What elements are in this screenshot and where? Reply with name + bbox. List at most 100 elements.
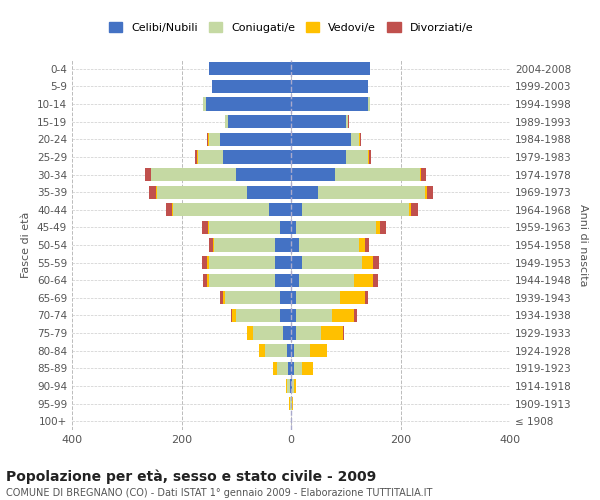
Bar xyxy=(226,115,228,128)
Bar xyxy=(291,221,296,234)
Bar xyxy=(319,186,425,198)
Bar xyxy=(291,80,368,93)
Bar xyxy=(373,274,377,287)
Bar xyxy=(280,291,291,304)
Bar xyxy=(223,150,291,164)
Bar xyxy=(291,168,335,181)
Bar xyxy=(288,362,291,375)
Bar xyxy=(259,344,265,358)
Bar xyxy=(236,168,291,181)
Bar xyxy=(346,115,349,128)
Bar xyxy=(213,238,214,252)
Bar xyxy=(194,150,197,164)
Bar xyxy=(209,238,213,252)
Bar xyxy=(247,326,253,340)
Bar xyxy=(291,362,294,375)
Bar xyxy=(427,186,433,198)
Bar xyxy=(287,380,290,392)
Bar xyxy=(283,326,291,340)
Bar xyxy=(296,309,332,322)
Bar xyxy=(247,186,291,198)
Bar xyxy=(291,256,302,269)
Bar xyxy=(291,186,319,198)
Bar xyxy=(294,362,302,375)
Bar xyxy=(294,380,296,392)
Bar xyxy=(368,150,369,164)
Bar xyxy=(296,326,321,340)
Bar xyxy=(291,309,296,322)
Bar xyxy=(368,98,370,110)
Bar xyxy=(373,256,379,269)
Bar xyxy=(228,115,291,128)
Bar xyxy=(419,168,421,181)
Bar xyxy=(335,168,419,181)
Bar xyxy=(202,256,207,269)
Bar xyxy=(214,238,275,252)
Legend: Celibi/Nubili, Coniugati/e, Vedovi/e, Divorziati/e: Celibi/Nubili, Coniugati/e, Vedovi/e, Di… xyxy=(104,18,478,37)
Bar xyxy=(291,326,296,340)
Bar xyxy=(376,221,380,234)
Bar xyxy=(207,274,209,287)
Bar xyxy=(287,344,291,358)
Bar xyxy=(294,344,310,358)
Bar xyxy=(156,186,157,198)
Bar xyxy=(343,326,344,340)
Bar xyxy=(291,203,302,216)
Bar xyxy=(291,98,368,110)
Bar xyxy=(151,168,236,181)
Bar xyxy=(292,380,294,392)
Bar xyxy=(236,309,280,322)
Bar xyxy=(206,98,291,110)
Bar xyxy=(223,291,226,304)
Bar xyxy=(290,380,291,392)
Bar xyxy=(346,150,368,164)
Text: COMUNE DI BREGNANO (CO) - Dati ISTAT 1° gennaio 2009 - Elaborazione TUTTITALIA.I: COMUNE DI BREGNANO (CO) - Dati ISTAT 1° … xyxy=(6,488,433,498)
Bar xyxy=(299,238,359,252)
Bar xyxy=(365,238,369,252)
Bar xyxy=(277,362,288,375)
Bar xyxy=(173,203,269,216)
Bar xyxy=(209,62,291,76)
Bar xyxy=(157,186,247,198)
Bar xyxy=(412,203,418,216)
Bar xyxy=(172,203,173,216)
Bar xyxy=(291,150,346,164)
Bar xyxy=(209,256,275,269)
Bar xyxy=(291,238,299,252)
Bar xyxy=(296,291,340,304)
Bar xyxy=(203,98,206,110)
Bar xyxy=(198,150,223,164)
Bar xyxy=(253,326,283,340)
Bar xyxy=(354,309,356,322)
Bar xyxy=(302,203,409,216)
Bar xyxy=(409,203,412,216)
Bar xyxy=(273,362,277,375)
Bar xyxy=(340,291,365,304)
Bar xyxy=(209,274,275,287)
Bar xyxy=(269,203,291,216)
Bar xyxy=(166,203,172,216)
Bar xyxy=(360,132,361,146)
Bar xyxy=(275,274,291,287)
Bar xyxy=(291,291,296,304)
Bar xyxy=(291,132,351,146)
Bar xyxy=(291,115,346,128)
Bar xyxy=(231,309,232,322)
Bar xyxy=(212,80,291,93)
Bar xyxy=(291,274,299,287)
Bar xyxy=(292,397,293,410)
Bar xyxy=(296,221,376,234)
Bar xyxy=(220,132,291,146)
Bar xyxy=(209,221,280,234)
Bar xyxy=(369,150,371,164)
Bar xyxy=(220,291,223,304)
Bar xyxy=(286,380,287,392)
Bar xyxy=(226,291,280,304)
Bar xyxy=(359,238,365,252)
Bar xyxy=(354,274,373,287)
Bar xyxy=(280,309,291,322)
Bar xyxy=(425,186,427,198)
Bar xyxy=(275,256,291,269)
Bar xyxy=(207,256,209,269)
Bar xyxy=(302,256,362,269)
